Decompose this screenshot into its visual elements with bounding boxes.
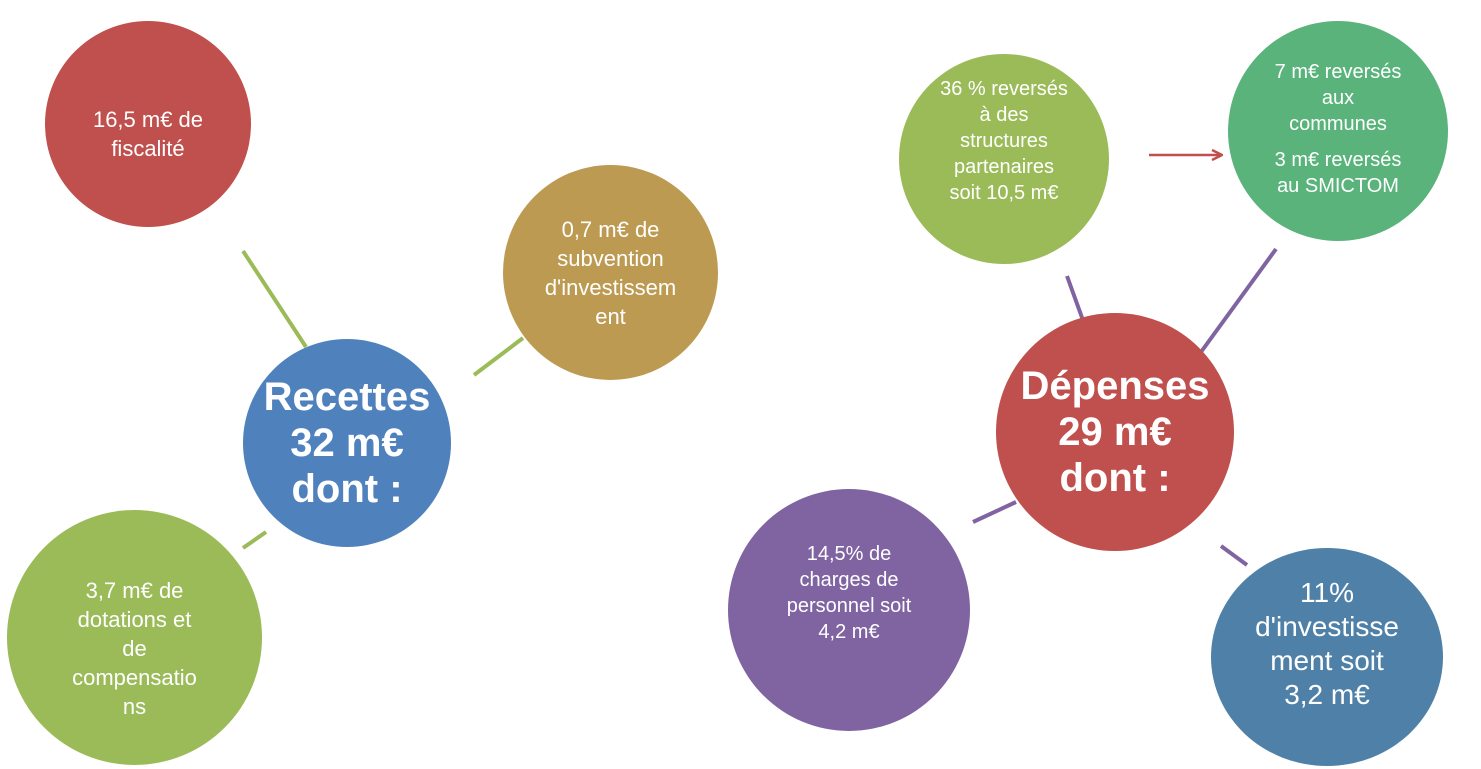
fiscalite-line-2: fiscalité	[111, 136, 185, 161]
communes-line-1: 7 m€ reversés	[1274, 61, 1402, 83]
communes-line-2: aux	[1321, 87, 1355, 109]
recettes-title: Recettes	[263, 375, 431, 419]
investissement-line-4: 3,2 m€	[1284, 679, 1370, 710]
communes-line-3: communes	[1289, 113, 1387, 135]
depenses-amount: 29 m€	[1058, 410, 1172, 454]
structures-line-5: soit 10,5 m€	[949, 182, 1059, 204]
bubble-subvention: 0,7 m€ de subvention d'investissem ent	[503, 165, 718, 380]
bubble-communes-smictom: 7 m€ reversés aux communes 3 m€ reversés…	[1228, 21, 1448, 241]
smictom-line-1: 3 m€ reversés	[1274, 149, 1402, 171]
bubble-fiscalite: 16,5 m€ de fiscalité	[45, 21, 251, 227]
personnel-line-1: 14,5% de	[806, 543, 892, 565]
subvention-line-2: subvention	[557, 245, 664, 271]
fiscalite-line-1: 16,5 m€ de	[92, 107, 204, 132]
personnel-line-4: 4,2 m€	[818, 621, 880, 643]
recettes-amount: 32 m€	[290, 421, 404, 465]
structures-line-4: partenaires	[953, 156, 1055, 178]
bubble-structures-partenaires: 36 % reversés à des structures partenair…	[899, 54, 1109, 264]
bubble-depenses-center: Dépenses 29 m€ dont :	[996, 313, 1234, 551]
dotations-line-1: 3,7 m€ de	[85, 578, 184, 603]
connector-recettes-subvention	[472, 336, 525, 377]
dotations-line-5: ns	[122, 694, 147, 719]
structures-line-2: à des	[979, 104, 1029, 126]
connector-recettes-dotations	[241, 530, 268, 550]
bubble-personnel: 14,5% de charges de personnel soit 4,2 m…	[728, 489, 970, 731]
dotations-line-4: compensatio	[72, 665, 197, 690]
depenses-dont: dont :	[1059, 456, 1171, 500]
dotations-line-3: de	[122, 636, 147, 661]
bubble-recettes-center: Recettes 32 m€ dont :	[243, 339, 451, 547]
subvention-line-4: ent	[595, 303, 626, 329]
personnel-line-2: charges de	[799, 569, 899, 591]
smictom-line-2: au SMICTOM	[1277, 175, 1399, 197]
structures-line-3: structures	[960, 130, 1048, 152]
recettes-dont: dont :	[291, 467, 403, 511]
subvention-line-1: 0,7 m€ de	[561, 216, 660, 242]
investissement-line-2: d'investisse	[1255, 611, 1399, 642]
connector-depenses-investissement	[1219, 544, 1249, 567]
connector-depenses-communes	[1199, 247, 1278, 354]
personnel-line-3: personnel soit	[786, 595, 912, 617]
investissement-line-1: 11%	[1300, 577, 1354, 608]
bubble-investissement: 11% d'investisse ment soit 3,2 m€	[1211, 548, 1443, 766]
connector-depenses-personnel	[972, 500, 1017, 524]
bubble-dotations: 3,7 m€ de dotations et de compensatio ns	[7, 510, 262, 765]
structures-line-1: 36 % reversés	[940, 78, 1068, 100]
investissement-line-3: ment soit	[1270, 645, 1384, 676]
connector-recettes-fiscalite	[241, 249, 308, 349]
subvention-line-3: d'investissem	[544, 274, 677, 300]
dotations-line-2: dotations et	[77, 607, 192, 632]
depenses-title: Dépenses	[1020, 364, 1210, 408]
